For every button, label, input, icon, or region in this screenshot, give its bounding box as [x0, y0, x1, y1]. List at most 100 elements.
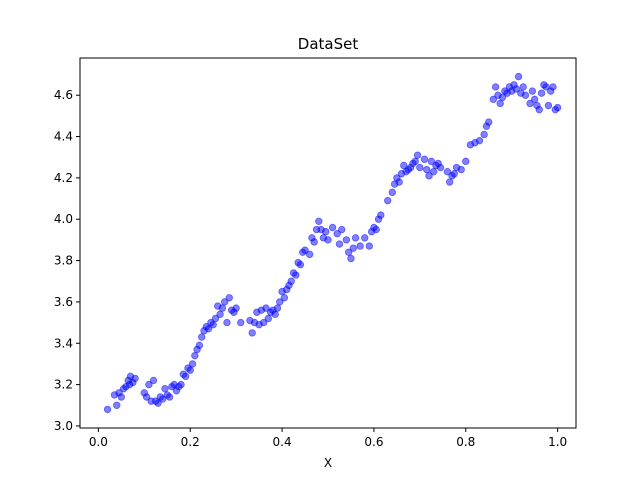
data-point — [161, 385, 169, 393]
x-tick-label: 0.8 — [456, 435, 475, 449]
data-point — [292, 271, 300, 279]
data-point — [191, 351, 199, 360]
data-point — [209, 320, 217, 329]
data-point — [413, 151, 422, 159]
data-point — [347, 254, 355, 263]
y-tick-label: 3.0 — [54, 419, 73, 433]
data-point — [149, 376, 158, 385]
data-point — [232, 304, 240, 312]
data-point — [158, 395, 167, 403]
data-point — [436, 163, 445, 172]
data-point — [211, 314, 220, 323]
data-point — [220, 298, 229, 306]
data-point — [485, 118, 493, 126]
data-point — [519, 83, 527, 91]
data-point — [365, 242, 374, 250]
x-tick-label: 0.0 — [89, 435, 108, 449]
data-point — [528, 87, 537, 95]
data-point — [225, 294, 233, 302]
data-point — [237, 318, 245, 327]
data-point — [335, 240, 344, 248]
data-point — [553, 103, 562, 112]
data-point — [514, 72, 523, 81]
data-point — [142, 393, 151, 401]
data-point — [113, 401, 121, 409]
data-point — [117, 393, 126, 401]
data-point — [296, 261, 305, 269]
data-point — [535, 105, 543, 114]
data-point — [462, 157, 470, 166]
data-point — [188, 360, 197, 368]
data-point — [301, 246, 309, 254]
data-point — [216, 310, 224, 319]
data-point — [103, 405, 112, 414]
x-tick-label: 0.6 — [364, 435, 383, 449]
data-point — [429, 167, 438, 176]
data-point — [420, 155, 429, 163]
data-point — [198, 333, 206, 341]
data-point — [549, 83, 557, 91]
data-point — [264, 314, 272, 323]
data-point — [131, 374, 139, 383]
y-tick-label: 3.2 — [54, 378, 73, 392]
data-point — [480, 130, 488, 139]
data-point — [260, 318, 268, 327]
x-axis: 0.0 0.2 0.4 0.6 0.8 1.0 — [89, 428, 567, 449]
data-point — [338, 225, 346, 234]
data-point — [356, 242, 364, 250]
data-point — [181, 372, 190, 381]
y-tick-label: 3.4 — [54, 336, 73, 350]
data-point — [372, 225, 380, 234]
data-point — [491, 83, 500, 91]
x-tick-label: 1.0 — [548, 435, 567, 449]
data-point — [248, 329, 256, 337]
data-point — [218, 304, 227, 312]
data-point — [324, 236, 332, 244]
y-tick-label: 3.8 — [54, 254, 73, 268]
data-point — [262, 304, 270, 312]
data-point — [351, 234, 360, 242]
data-point — [177, 380, 185, 389]
y-tick-label: 4.2 — [54, 171, 73, 185]
data-point — [443, 167, 452, 176]
x-tick-label: 0.4 — [273, 435, 292, 449]
data-point — [322, 227, 330, 236]
data-point — [544, 101, 553, 110]
x-axis-label: X — [324, 456, 332, 470]
data-point — [280, 294, 289, 302]
data-point — [475, 136, 484, 145]
data-point — [512, 85, 520, 93]
data-point — [537, 89, 546, 97]
y-tick-label: 4.6 — [54, 88, 73, 102]
data-point — [186, 366, 194, 374]
x-tick-label: 0.2 — [181, 435, 200, 449]
data-point — [384, 196, 392, 205]
data-point — [496, 99, 504, 108]
data-point — [457, 165, 465, 174]
data-point — [305, 250, 314, 259]
y-tick-label: 3.6 — [54, 295, 73, 309]
data-point — [349, 244, 357, 252]
data-point — [342, 236, 351, 244]
chart-title: DataSet — [298, 35, 359, 53]
y-tick-label: 4.4 — [54, 130, 73, 144]
data-point — [446, 178, 454, 186]
data-point — [195, 341, 204, 350]
data-point — [273, 304, 282, 312]
data-point — [395, 178, 403, 186]
data-point — [416, 163, 424, 172]
data-point — [223, 318, 231, 327]
data-point — [333, 229, 341, 238]
data-point — [425, 172, 433, 180]
y-axis: 3.0 3.2 3.4 3.6 3.8 4.0 4.2 4.4 4.6 — [54, 88, 80, 433]
points-layer — [103, 72, 562, 414]
data-point — [310, 238, 318, 246]
data-point — [315, 217, 323, 225]
data-point — [145, 380, 153, 389]
data-point — [165, 393, 174, 401]
data-point — [427, 157, 436, 166]
data-point — [388, 188, 396, 197]
data-point — [328, 223, 337, 232]
